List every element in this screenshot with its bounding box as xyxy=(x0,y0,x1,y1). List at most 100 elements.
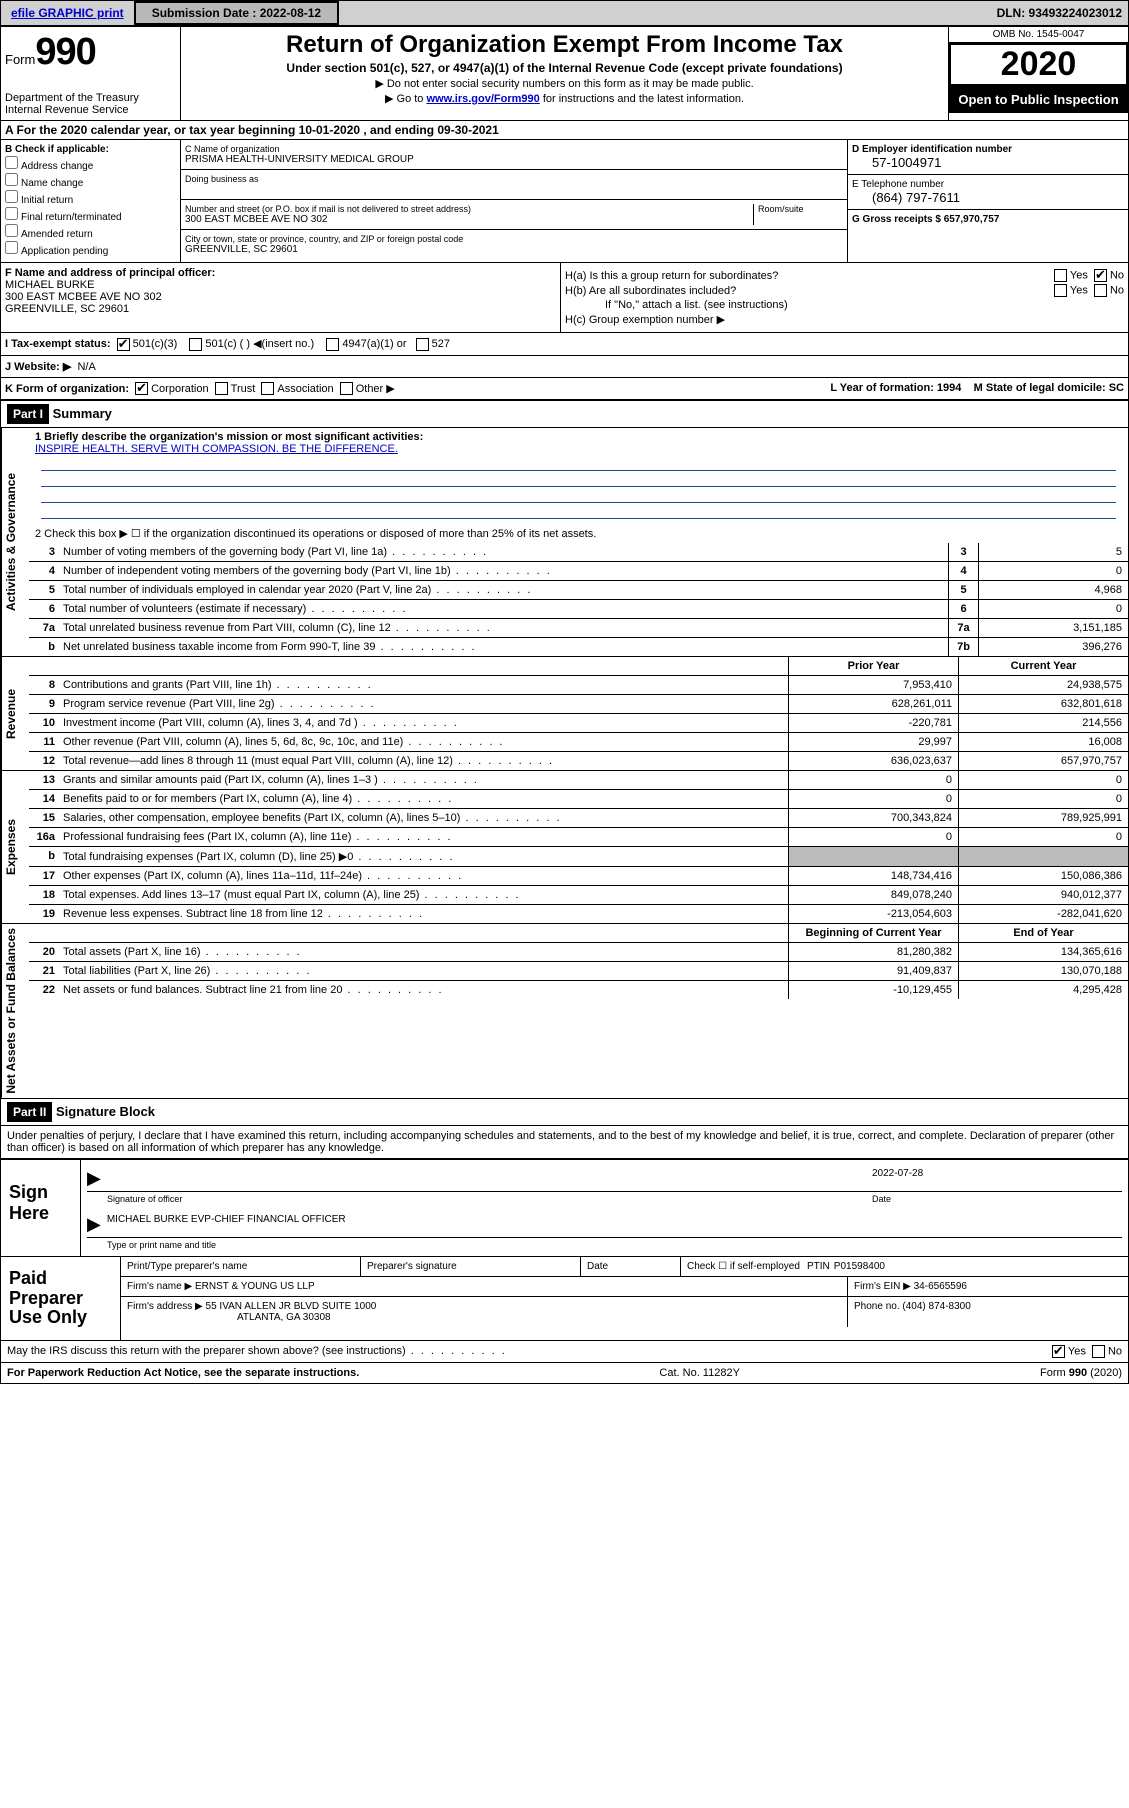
form-number-box: Form990 Department of the Treasury Inter… xyxy=(1,27,181,120)
assoc-checkbox[interactable] xyxy=(261,382,274,395)
ein-label: D Employer identification number xyxy=(852,144,1124,155)
hdr-end: End of Year xyxy=(958,924,1128,942)
other-checkbox[interactable] xyxy=(340,382,353,395)
discuss-yes-checkbox[interactable] xyxy=(1052,1345,1065,1358)
paid-label: Paid Preparer Use Only xyxy=(1,1257,121,1340)
firm-addr1: 55 IVAN ALLEN JR BLVD SUITE 1000 xyxy=(206,1301,377,1312)
check-if-applicable: B Check if applicable: Address changeNam… xyxy=(1,140,181,262)
check-option[interactable]: Name change xyxy=(5,173,176,189)
prep-date-hdr: Date xyxy=(581,1257,681,1276)
hdr-begin: Beginning of Current Year xyxy=(788,924,958,942)
check-option[interactable]: Application pending xyxy=(5,241,176,257)
ha-yes-checkbox[interactable] xyxy=(1054,269,1067,282)
tax-year: 2020 xyxy=(949,43,1128,86)
discuss-row: May the IRS discuss this return with the… xyxy=(1,1341,1128,1363)
org-column: C Name of organization PRISMA HEALTH-UNI… xyxy=(181,140,848,262)
firm-addr2: ATLANTA, GA 30308 xyxy=(237,1312,331,1323)
sign-date: 2022-07-28 xyxy=(872,1168,1122,1189)
checkbox[interactable] xyxy=(5,190,18,203)
summary-row: 19Revenue less expenses. Subtract line 1… xyxy=(29,905,1128,923)
summary-row: 14Benefits paid to or for members (Part … xyxy=(29,790,1128,809)
mission-link[interactable]: INSPIRE HEALTH. SERVE WITH COMPASSION. B… xyxy=(35,443,398,455)
checkbox[interactable] xyxy=(5,173,18,186)
f-label: F Name and address of principal officer: xyxy=(5,267,556,279)
efile-link[interactable]: efile GRAPHIC print xyxy=(1,2,134,24)
c-label: C Name of organization xyxy=(185,144,843,154)
prep-sig-hdr: Preparer's signature xyxy=(361,1257,581,1276)
ha-no-checkbox[interactable] xyxy=(1094,269,1107,282)
form-title: Return of Organization Exempt From Incom… xyxy=(185,31,944,59)
perjury-text: Under penalties of perjury, I declare th… xyxy=(1,1126,1128,1158)
summary-row: bTotal fundraising expenses (Part IX, co… xyxy=(29,847,1128,867)
cat-no: Cat. No. 11282Y xyxy=(659,1367,740,1379)
ha-label: H(a) Is this a group return for subordin… xyxy=(565,270,778,282)
year-column: OMB No. 1545-0047 2020 Open to Public In… xyxy=(948,27,1128,120)
501c-checkbox[interactable] xyxy=(189,338,202,351)
form-word: Form xyxy=(5,52,35,67)
501c3-checkbox[interactable] xyxy=(117,338,130,351)
checkbox[interactable] xyxy=(5,207,18,220)
corp-checkbox[interactable] xyxy=(135,382,148,395)
firm-phone: (404) 874-8300 xyxy=(902,1301,970,1312)
discuss-no-checkbox[interactable] xyxy=(1092,1345,1105,1358)
block-b-label: B Check if applicable: xyxy=(5,144,176,155)
dba-label: Doing business as xyxy=(185,174,843,184)
dln: DLN: 93493224023012 xyxy=(991,2,1128,24)
summary-row: 11Other revenue (Part VIII, column (A), … xyxy=(29,733,1128,752)
footer-row: For Paperwork Reduction Act Notice, see … xyxy=(1,1363,1128,1383)
arrow-note-1: ▶ Do not enter social security numbers o… xyxy=(185,77,944,90)
summary-row: 7aTotal unrelated business revenue from … xyxy=(29,619,1128,638)
part2-header: Part II Signature Block xyxy=(1,1099,1128,1126)
org-name: PRISMA HEALTH-UNIVERSITY MEDICAL GROUP xyxy=(185,154,843,165)
irs-link[interactable]: www.irs.gov/Form990 xyxy=(426,93,539,105)
k-row: K Form of organization: Corporation Trus… xyxy=(1,378,1128,402)
checkbox[interactable] xyxy=(5,241,18,254)
tel-value: (864) 797-7611 xyxy=(852,190,1124,205)
part1-header: Part I Summary xyxy=(1,401,1128,428)
summary-row: 20Total assets (Part X, line 16)81,280,3… xyxy=(29,943,1128,962)
open-to-public: Open to Public Inspection xyxy=(949,86,1128,113)
check-option[interactable]: Final return/terminated xyxy=(5,207,176,223)
hb-yesno: Yes No xyxy=(1051,284,1124,297)
omb-number: OMB No. 1545-0047 xyxy=(949,27,1128,43)
vtab-rev: Revenue xyxy=(1,657,29,770)
netassets-section: Net Assets or Fund Balances Beginning of… xyxy=(1,924,1128,1099)
check-option[interactable]: Amended return xyxy=(5,224,176,240)
revenue-section: Revenue Prior YearCurrent Year 8Contribu… xyxy=(1,657,1128,771)
summary-row: 12Total revenue—add lines 8 through 11 (… xyxy=(29,752,1128,770)
addr-label: Number and street (or P.O. box if mail i… xyxy=(185,204,753,214)
checkbox[interactable] xyxy=(5,156,18,169)
checkbox[interactable] xyxy=(5,224,18,237)
hb-no-checkbox[interactable] xyxy=(1094,284,1107,297)
sign-here-label: Sign Here xyxy=(1,1160,81,1256)
hdr-prior: Prior Year xyxy=(788,657,958,675)
check-option[interactable]: Initial return xyxy=(5,190,176,206)
website-row: J Website: ▶ N/A xyxy=(1,356,1128,378)
ein-value: 57-1004971 xyxy=(852,155,1124,170)
block-b-row: B Check if applicable: Address changeNam… xyxy=(1,140,1128,263)
officer-name: MICHAEL BURKE xyxy=(5,279,556,291)
expenses-section: Expenses 13Grants and similar amounts pa… xyxy=(1,771,1128,924)
form-label: Form 990 (2020) xyxy=(1040,1367,1122,1379)
check-option[interactable]: Address change xyxy=(5,156,176,172)
block-fh: F Name and address of principal officer:… xyxy=(1,263,1128,333)
activities-governance: Activities & Governance 1 Briefly descri… xyxy=(1,428,1128,657)
vtab-exp: Expenses xyxy=(1,771,29,923)
summary-row: 21Total liabilities (Part X, line 26)91,… xyxy=(29,962,1128,981)
kl-year: L Year of formation: 1994 M State of leg… xyxy=(830,382,1124,396)
paid-preparer-block: Paid Preparer Use Only Print/Type prepar… xyxy=(1,1257,1128,1341)
summary-row: 6Total number of volunteers (estimate if… xyxy=(29,600,1128,619)
paid-grid: Print/Type preparer's name Preparer's si… xyxy=(121,1257,1128,1340)
form-subtitle: Under section 501(c), 527, or 4947(a)(1)… xyxy=(185,61,944,75)
trust-checkbox[interactable] xyxy=(215,382,228,395)
summary-row: 5Total number of individuals employed in… xyxy=(29,581,1128,600)
hb-yes-checkbox[interactable] xyxy=(1054,284,1067,297)
mission-block: 1 Briefly describe the organization's mi… xyxy=(29,428,1128,524)
527-checkbox[interactable] xyxy=(416,338,429,351)
org-address: 300 EAST MCBEE AVE NO 302 xyxy=(185,214,753,225)
sign-block: Sign Here ▶2022-07-28 Signature of offic… xyxy=(1,1159,1128,1257)
vtab-net: Net Assets or Fund Balances xyxy=(1,924,29,1098)
part2: Part II Signature Block Under penalties … xyxy=(1,1099,1128,1159)
4947-checkbox[interactable] xyxy=(326,338,339,351)
officer-addr2: GREENVILLE, SC 29601 xyxy=(5,303,556,315)
